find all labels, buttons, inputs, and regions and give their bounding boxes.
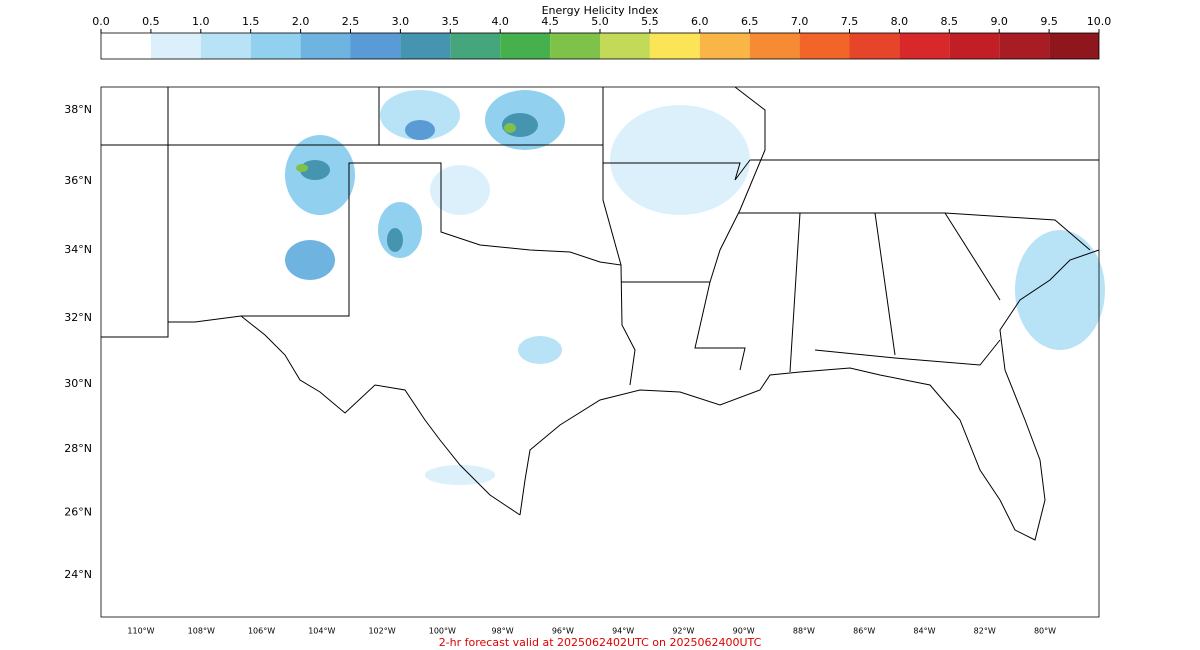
colorbar-tick-label: 10.0 (1087, 15, 1112, 28)
colorbar-tick-label: 7.5 (841, 15, 859, 28)
colorbar-tick-label: 0.0 (92, 15, 110, 28)
lon-label: 84°W (913, 627, 935, 636)
lat-label: 26°N (64, 505, 92, 518)
ehi-area (380, 90, 460, 140)
lon-label: 82°W (974, 627, 996, 636)
footer: 2-hr forecast valid at 2025062402UTC on … (439, 636, 762, 649)
colorbar-tick-label: 0.5 (142, 15, 160, 28)
lat-label: 32°N (64, 311, 92, 324)
lon-label: 90°W (733, 627, 755, 636)
colorbar-tick-label: 1.0 (192, 15, 210, 28)
colorbar-segment (550, 33, 600, 59)
lon-label: 88°W (793, 627, 815, 636)
ehi-area (504, 123, 516, 133)
lon-label: 108°W (188, 627, 215, 636)
colorbar-segment (500, 33, 551, 59)
lon-label: 94°W (612, 627, 634, 636)
lon-label: 104°W (308, 627, 335, 636)
colorbar-segment (899, 33, 950, 59)
colorbar-segment (849, 33, 900, 59)
colorbar-tick-label: 7.0 (791, 15, 809, 28)
colorbar-segment (400, 33, 451, 59)
colorbar-tick-label: 9.5 (1040, 15, 1058, 28)
colorbar-segment (999, 33, 1050, 59)
colorbar-tick-label: 5.5 (641, 15, 659, 28)
ehi-area (296, 164, 308, 172)
colorbar-segment (699, 33, 750, 59)
lon-label: 100°W (429, 627, 456, 636)
colorbar-segment (749, 33, 800, 59)
colorbar-tick-label: 6.5 (741, 15, 759, 28)
lon-label: 80°W (1034, 627, 1056, 636)
colorbar-segment (600, 33, 650, 59)
colorbar-segment (949, 33, 1000, 59)
lat-label: 38°N (64, 103, 92, 116)
colorbar-segment (799, 33, 850, 59)
lon-label: 98°W (492, 627, 514, 636)
ehi-area (387, 228, 403, 252)
colorbar-tick-label: 6.0 (691, 15, 709, 28)
colorbar-segment (649, 33, 700, 59)
colorbar-segment (101, 33, 151, 59)
colorbar-tick-label: 9.0 (990, 15, 1008, 28)
colorbar-tick-label: 8.0 (891, 15, 909, 28)
colorbar-tick-label: 3.5 (442, 15, 460, 28)
colorbar-tick-label: 5.0 (591, 15, 609, 28)
lon-label: 86°W (853, 627, 875, 636)
colorbar-tick-label: 2.5 (342, 15, 360, 28)
ehi-area (518, 336, 562, 364)
colorbar-segment (250, 33, 301, 59)
colorbar-tick-label: 8.5 (941, 15, 959, 28)
lat-label: 36°N (64, 174, 92, 187)
ehi-field (285, 90, 1105, 485)
lon-label: 102°W (368, 627, 395, 636)
colorbar-segment (450, 33, 501, 59)
colorbar-tick-label: 2.0 (292, 15, 310, 28)
ehi-area (425, 465, 495, 485)
ehi-area (378, 202, 422, 258)
colorbar-segment (200, 33, 251, 59)
colorbar-tick-label: 4.0 (491, 15, 509, 28)
lon-label: 110°W (127, 627, 154, 636)
lat-label: 30°N (64, 377, 92, 390)
colorbar-segment (300, 33, 351, 59)
lon-label: 92°W (672, 627, 694, 636)
colorbar-segment (350, 33, 401, 59)
lon-label: 106°W (248, 627, 275, 636)
colorbar-segment (1049, 33, 1099, 59)
ehi-area (285, 240, 335, 280)
ehi-area (430, 165, 490, 215)
colorbar-tick-label: 1.5 (242, 15, 260, 28)
ehi-area (1015, 230, 1105, 350)
colorbar-segment (150, 33, 201, 59)
lon-label: 96°W (552, 627, 574, 636)
map-frame (100, 86, 1100, 618)
ehi-area (610, 105, 750, 215)
lat-label: 24°N (64, 568, 92, 581)
lat-label: 34°N (64, 243, 92, 256)
colorbar-tick-label: 4.5 (541, 15, 559, 28)
boundaries (101, 86, 1100, 541)
colorbar-tick-label: 3.0 (392, 15, 410, 28)
colorbar-title: Energy Helicity Index (542, 4, 659, 17)
ehi-area (405, 120, 435, 140)
lat-label: 28°N (64, 442, 92, 455)
ehi-area (300, 160, 330, 180)
